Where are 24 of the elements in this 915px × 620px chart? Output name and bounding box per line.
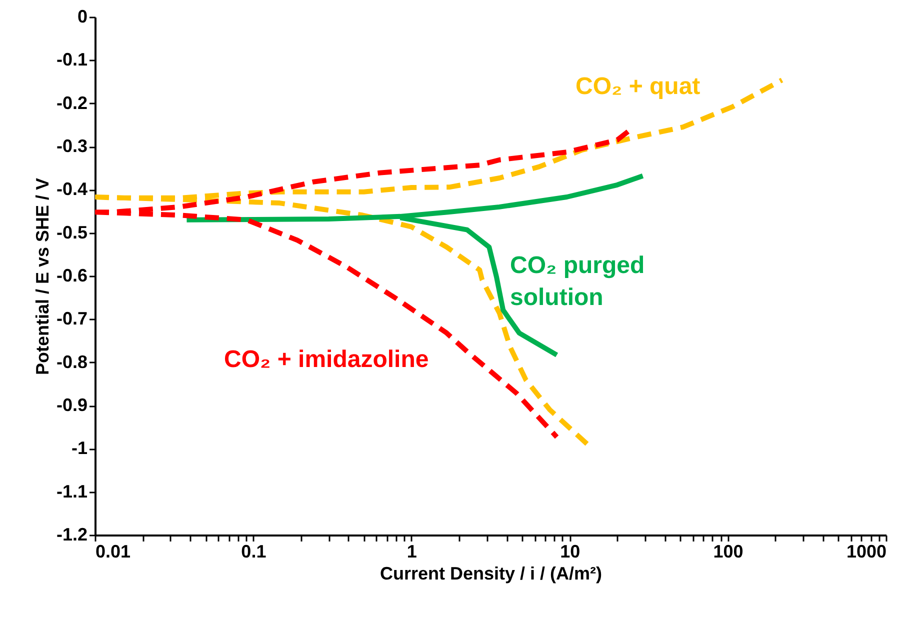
y-tick-label: -0.4 bbox=[56, 179, 88, 200]
x-tick-label: 10 bbox=[560, 542, 580, 562]
series-label: CO₂ purged solution bbox=[510, 252, 645, 312]
y-tick-label: -0.6 bbox=[56, 266, 88, 286]
y-tick-label: -0.3 bbox=[56, 136, 88, 156]
y-tick-label: -0.7 bbox=[56, 308, 88, 329]
y-tick-label: -0.9 bbox=[56, 395, 88, 415]
y-tick-label: -0.8 bbox=[56, 352, 88, 372]
y-tick-label: -0.1 bbox=[56, 50, 88, 70]
y-tick-label: -0.2 bbox=[56, 92, 88, 113]
x-tick-label: 0.01 bbox=[96, 542, 131, 562]
y-axis-title: Potential / E vs SHE / V bbox=[32, 178, 52, 376]
x-tick-label: 100 bbox=[713, 542, 744, 562]
y-tick-label: -1 bbox=[71, 438, 88, 458]
y-tick-label: -0.5 bbox=[56, 222, 88, 242]
y-tick-label: -1.1 bbox=[56, 481, 88, 502]
x-axis-title: Current Density / i / (A/m²) bbox=[380, 564, 602, 584]
x-tick-label: 0.1 bbox=[241, 542, 266, 562]
x-tick-label: 1000 bbox=[846, 542, 886, 562]
series-label: CO₂ + imidazoline bbox=[224, 346, 429, 374]
y-tick-label: 0 bbox=[77, 6, 88, 26]
series-label: CO₂ + quat bbox=[576, 72, 700, 100]
x-tick-label: 1 bbox=[406, 542, 417, 562]
y-tick-label: -1.2 bbox=[56, 524, 88, 544]
